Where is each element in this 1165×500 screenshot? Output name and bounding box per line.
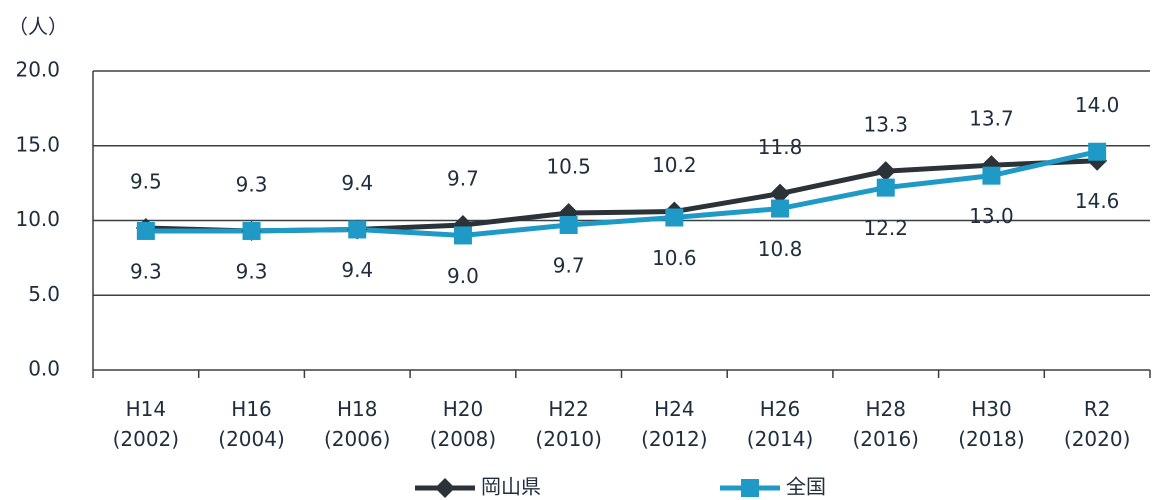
legend-label: 岡山県 [481, 475, 541, 499]
marker [875, 161, 896, 182]
y-tick-label: 15.0 [15, 132, 60, 156]
data-label: 9.4 [341, 258, 373, 282]
x-tick-label: H20 (2008) [430, 397, 497, 451]
y-tick-label: 0.0 [28, 357, 60, 381]
data-label: 12.2 [863, 216, 908, 240]
data-label: 13.7 [969, 107, 1014, 131]
x-tick-label-line: (2006) [324, 427, 391, 451]
marker [348, 220, 367, 239]
x-tick-label-line: (2002) [113, 427, 180, 451]
data-label: 9.3 [236, 172, 268, 196]
data-label: 10.2 [652, 153, 697, 177]
y-tick-label: 10.0 [15, 207, 60, 231]
marker [559, 215, 578, 234]
data-label: 13.3 [863, 113, 908, 137]
data-label: 9.0 [447, 264, 479, 288]
data-label: 10.6 [652, 246, 697, 270]
y-axis-label: （人） [8, 15, 68, 39]
data-label: 14.6 [1075, 189, 1120, 213]
marker [771, 199, 790, 218]
data-label: 10.8 [758, 237, 803, 261]
legend-label: 全国 [786, 475, 826, 499]
x-tick-label-line: H14 [126, 397, 167, 421]
x-tick-label-line: H26 [760, 397, 801, 421]
x-tick-label: H26 (2014) [747, 397, 814, 451]
x-tick-label: H22 (2010) [535, 397, 602, 451]
marker [435, 478, 455, 498]
marker [136, 221, 155, 240]
x-tick-label: H16 (2004) [218, 397, 285, 451]
x-tick-label: R2 (2020) [1064, 397, 1131, 451]
marker [770, 183, 791, 204]
data-label: 9.3 [130, 259, 162, 283]
x-tick-label-line: H28 [866, 397, 907, 421]
x-tick-label-line: (2008) [430, 427, 497, 451]
marker [1088, 142, 1107, 161]
x-tick-label-line: (2004) [218, 427, 285, 451]
x-tick-label-line: H18 [337, 397, 378, 421]
data-label: 9.4 [341, 171, 373, 195]
data-label: 10.5 [546, 155, 591, 179]
x-tick-label: H24 (2012) [641, 397, 708, 451]
x-tick-label-line: (2010) [535, 427, 602, 451]
x-tick-label-line: H22 [548, 397, 589, 421]
data-label: 9.5 [130, 169, 162, 193]
x-tick-label-line: (2014) [747, 427, 814, 451]
y-tick-label: 20.0 [15, 58, 60, 82]
data-label: 14.0 [1075, 93, 1120, 117]
x-tick-label: H14 (2002) [113, 397, 180, 451]
x-tick-label-line: R2 [1084, 397, 1111, 421]
x-tick-label-line: H16 [231, 397, 272, 421]
marker [876, 178, 895, 197]
x-tick-label-line: (2020) [1064, 427, 1131, 451]
x-tick-label-line: H30 [971, 397, 1012, 421]
marker [242, 221, 261, 240]
x-tick-label-line: H24 [654, 397, 695, 421]
marker [982, 166, 1001, 185]
marker [741, 479, 759, 497]
x-tick-label-line: (2012) [641, 427, 708, 451]
data-label: 11.8 [758, 135, 803, 159]
data-label: 9.3 [236, 259, 268, 283]
marker [453, 226, 472, 245]
marker [665, 208, 684, 227]
data-label: 13.0 [969, 204, 1014, 228]
x-tick-label: H18 (2006) [324, 397, 391, 451]
x-tick-label-line: H20 [443, 397, 484, 421]
data-label: 9.7 [553, 253, 585, 277]
x-tick-label: H28 (2016) [852, 397, 919, 451]
x-tick-label-line: (2016) [852, 427, 919, 451]
data-label: 9.7 [447, 166, 479, 190]
x-tick-label-line: (2018) [958, 427, 1025, 451]
x-tick-label: H30 (2018) [958, 397, 1025, 451]
y-tick-label: 5.0 [28, 282, 60, 306]
series-line [145, 149, 1098, 238]
